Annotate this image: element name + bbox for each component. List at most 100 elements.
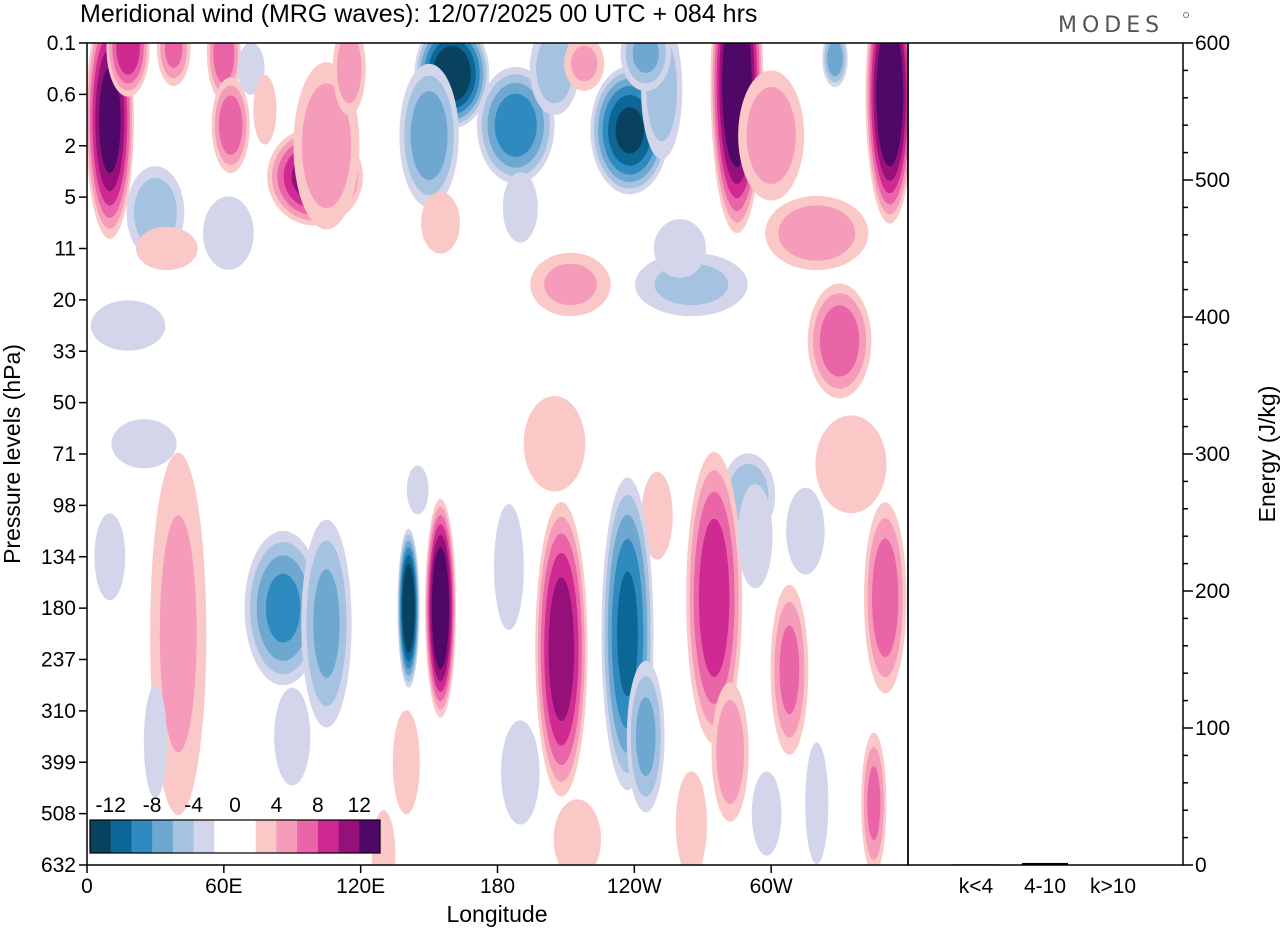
- energy-tick-label: 600: [1195, 32, 1230, 55]
- contour-blob-58-level-0: [501, 720, 540, 825]
- contour-blob-47-level-4: [548, 577, 575, 722]
- contour-blob-19-level-1: [746, 86, 796, 184]
- contour-blob-56-level-0: [805, 742, 829, 865]
- colorbar-label: 4: [271, 794, 283, 817]
- colorbar-swatch: [276, 820, 298, 853]
- contour-blob-3-level-2: [213, 43, 235, 83]
- contour-blob-0-level-5: [99, 67, 121, 174]
- contour-blob-51-level-1: [716, 700, 744, 804]
- contour-blob-23-level-0: [203, 196, 254, 270]
- contour-blob-11-level-2: [410, 90, 448, 180]
- x-tick-label: 180: [480, 875, 515, 898]
- energy-tick-label: 300: [1195, 443, 1230, 466]
- y-tick-label: 11: [54, 238, 76, 261]
- contour-blob-52-level-2: [779, 625, 800, 715]
- energy-bars: k<4 4-10 k>10: [953, 862, 1136, 898]
- contour-blob-20-level-2: [827, 43, 843, 77]
- contour-blob-25-level-0: [502, 172, 538, 243]
- colorbar-swatch: [110, 820, 132, 853]
- y-tick-label: 310: [41, 700, 76, 723]
- contour-blob-42-level-3: [265, 573, 301, 643]
- y-tick-label: 33: [53, 340, 76, 363]
- y-tick-label: 134: [41, 546, 76, 569]
- contour-blob-31-level-0: [90, 300, 166, 351]
- contour-blob-60-level-0: [274, 687, 311, 786]
- colorbar-swatch: [255, 820, 277, 853]
- contour-blob-40-level-0: [94, 513, 126, 601]
- colorbar-swatch: [131, 820, 153, 853]
- x-tick-label: 60W: [750, 875, 793, 898]
- y-tick-label: 399: [41, 751, 76, 774]
- energy-tick-label: 100: [1195, 717, 1230, 740]
- contour-blob-45-level-6: [434, 562, 447, 654]
- y-tick-label: 0.6: [47, 83, 76, 106]
- colorbar-label: -4: [184, 794, 203, 817]
- contour-blob-26-level-1: [778, 205, 856, 261]
- y-tick-label: 2: [64, 135, 76, 158]
- colorbar-label: -8: [143, 794, 162, 817]
- x-tick-label: 120W: [607, 875, 662, 898]
- contour-blob-32-level-2: [819, 305, 860, 377]
- contour-blob-28-level-1: [544, 263, 597, 306]
- logo-registered-mark: [1183, 12, 1189, 18]
- contour-blob-46-level-0: [494, 504, 524, 630]
- contour-blob-21-level-6: [879, 43, 900, 149]
- contour-blob-30-level-0: [653, 219, 707, 278]
- y-tick-label: 5: [64, 186, 76, 209]
- chart-title: Meridional wind (MRG waves): 12/07/2025 …: [80, 0, 757, 28]
- contour-blob-14-level-1: [570, 45, 598, 82]
- colorbar-swatch: [172, 820, 194, 853]
- y-tick-label: 71: [53, 443, 76, 466]
- modes-logo: MODES: [1058, 13, 1164, 38]
- colorbar-label: 12: [348, 794, 371, 817]
- colorbar-swatch: [338, 820, 360, 853]
- contour-blob-61-level-0: [751, 771, 782, 856]
- contour-blob-8-level-1: [301, 83, 352, 209]
- contour-blob-2-level-2: [164, 43, 183, 68]
- colorbar-swatch: [152, 820, 174, 853]
- contour-blob-24-level-0: [421, 192, 460, 254]
- contour-blob-63-level-0: [675, 771, 707, 865]
- y-tick-label: 50: [53, 392, 76, 415]
- contour-blob-13-level-1: [536, 43, 573, 104]
- contour-blob-38-level-0: [786, 487, 825, 575]
- contour-blob-39-level-0: [641, 471, 673, 560]
- energy-category-label: k>10: [1090, 875, 1136, 898]
- contour-blob-57-level-0: [143, 685, 167, 799]
- energy-tick-label: 500: [1195, 169, 1230, 192]
- contour-blob-17-level-2: [632, 43, 659, 74]
- energy-bar-k<4: [953, 864, 999, 865]
- contour-blob-41-level-1: [159, 515, 197, 753]
- contour-blob-12-level-3: [494, 93, 537, 157]
- y-axis-label: Pressure levels (hPa): [0, 344, 25, 564]
- energy-category-label: 4-10: [1024, 875, 1066, 898]
- contour-blob-9-level-1: [336, 43, 362, 104]
- axis-ticks: 0.1 0.6 2 5 11 20 33 50 71 98 134 180 237 310 399 508 63…: [41, 32, 1230, 898]
- colorbar-swatch: [359, 820, 381, 853]
- energy-bar-k>10: [1090, 864, 1136, 866]
- colorbar-label: 0: [229, 794, 241, 817]
- y-tick-label: 98: [53, 494, 76, 517]
- colorbar-swatch: [297, 820, 319, 853]
- contour-blob-29-level-0: [135, 226, 198, 271]
- colorbar-label: 8: [312, 794, 324, 817]
- energy-bar-4-10: [1022, 862, 1068, 865]
- colorbar-swatch: [235, 820, 257, 853]
- colorbar-swatch: [317, 820, 339, 853]
- x-axis-label: Longitude: [446, 901, 547, 927]
- contour-blob-49-level-2: [635, 697, 656, 777]
- x-tick-label: 120E: [336, 875, 385, 898]
- y-tick-label: 180: [41, 597, 76, 620]
- y-tick-label: 20: [53, 289, 76, 312]
- energy-axis-label: Energy (J/kg): [1254, 386, 1280, 523]
- energy-tick-label: 400: [1195, 306, 1230, 329]
- contour-blob-4-level-0: [237, 43, 265, 95]
- contour-blob-55-level-2: [867, 766, 881, 841]
- y-tick-label: 0.1: [47, 32, 76, 55]
- colorbar: -12 -8 -4 0 4 8 12: [89, 794, 381, 854]
- contour-blob-48-level-4: [617, 571, 638, 696]
- contour-blob-59-level-0: [392, 710, 420, 815]
- x-tick-label: 0: [81, 875, 93, 898]
- contour-blob-62-level-0: [553, 799, 602, 865]
